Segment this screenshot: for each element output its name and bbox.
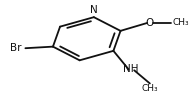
Text: NH: NH — [122, 64, 138, 74]
Text: N: N — [90, 5, 98, 15]
Text: CH₃: CH₃ — [142, 84, 158, 93]
Text: O: O — [146, 18, 154, 28]
Text: CH₃: CH₃ — [173, 18, 190, 27]
Text: Br: Br — [10, 43, 22, 53]
